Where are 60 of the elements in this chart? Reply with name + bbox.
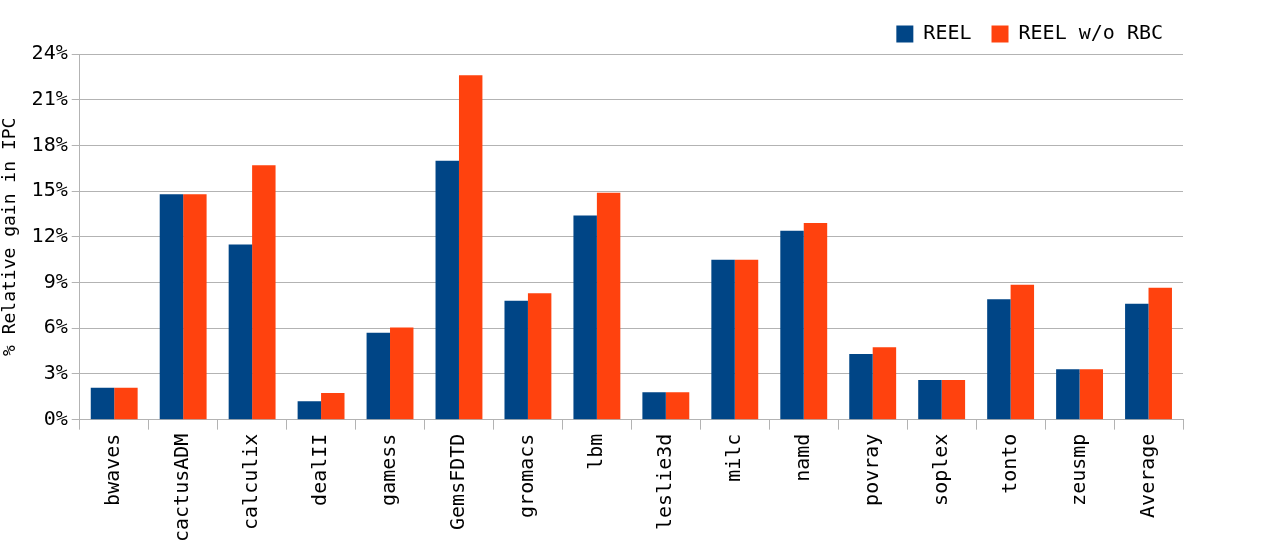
x-tick-label: povray [858,433,883,506]
bar [734,259,759,420]
y-tick-label: 18% [31,131,68,156]
bar [1010,284,1035,420]
bar [159,194,184,420]
bar [918,380,942,420]
x-tick-label: leslie3d [652,433,677,530]
y-tick-label: 9% [43,268,68,293]
x-tick-label: gamess [376,433,401,506]
x-tick-label: zeusmp [1065,433,1090,506]
legend-label: REEL w/o RBC [1018,20,1164,45]
bar [504,300,528,420]
x-tick-label: GemsFDTD [445,433,470,530]
bar [435,160,459,420]
bar [1148,287,1172,420]
bar [642,392,666,420]
bar [987,299,1011,420]
bar [366,332,391,420]
bar [228,244,253,420]
y-tick-label: 3% [43,360,68,385]
x-tick-label: Average [1134,433,1159,518]
bar [527,293,552,420]
y-tick-label: 24% [31,40,68,65]
y-tick-label: 0% [43,405,68,430]
bar [872,347,897,420]
bar [297,401,322,420]
x-tick-label: lbm [583,433,608,470]
legend-label: REEL [923,20,972,45]
bar [849,354,873,420]
x-tick-label: namd [789,433,814,482]
bar [90,387,115,420]
x-tick-label: dealII [307,433,332,506]
bar [183,194,207,420]
bar [573,215,597,420]
x-tick-label: calculix [238,433,263,530]
bar [665,392,690,420]
x-tick-label: bwaves [100,433,125,506]
x-tick-label: tonto [996,433,1021,494]
bar [596,192,621,420]
y-axis-title: % Relative gain in IPC [0,117,20,357]
bar [321,392,345,420]
bar [114,387,138,420]
x-tick-label: milc [721,433,745,482]
bar [1125,303,1149,420]
bar [1079,369,1104,420]
x-tick-label: gromacs [514,433,539,518]
bar [711,259,735,420]
y-tick-label: 12% [31,223,68,248]
bar [941,380,966,420]
y-tick-label: 15% [31,177,68,202]
bar [780,230,804,420]
y-tick-label: 6% [43,314,68,339]
bar [803,223,828,420]
bar [390,327,414,420]
x-tick-label: cactusADM [169,433,194,543]
y-tick-label: 21% [31,85,68,110]
x-tick-label: soplex [927,433,952,506]
bar [252,165,276,420]
bar [1056,369,1080,420]
bar [458,75,483,420]
